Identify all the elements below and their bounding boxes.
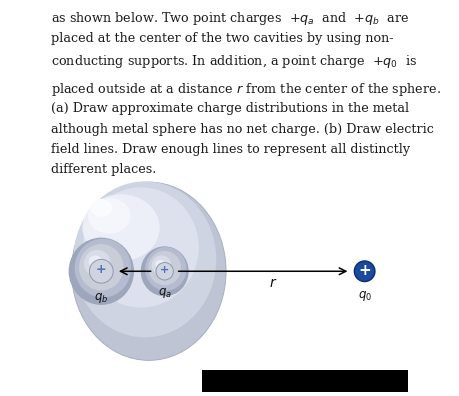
Text: different places.: different places. <box>51 163 156 176</box>
Text: +: + <box>96 263 106 276</box>
Text: $r$: $r$ <box>269 276 277 290</box>
Ellipse shape <box>89 255 102 267</box>
Text: (a) Draw approximate charge distributions in the metal: (a) Draw approximate charge distribution… <box>51 102 408 115</box>
Ellipse shape <box>151 255 171 275</box>
Text: +: + <box>160 265 169 275</box>
Text: although metal sphere has no net charge. (b) Draw electric: although metal sphere has no net charge.… <box>51 123 433 136</box>
Ellipse shape <box>68 238 134 305</box>
Text: +: + <box>358 263 370 278</box>
Ellipse shape <box>72 182 225 360</box>
Circle shape <box>156 263 173 280</box>
Text: $q_a$: $q_a$ <box>157 286 171 300</box>
Ellipse shape <box>82 194 159 261</box>
Text: placed at the center of the two cavities by using non-: placed at the center of the two cavities… <box>51 32 392 45</box>
Text: as shown below. Two point charges  $+q_a$  and  $+q_b$  are: as shown below. Two point charges $+q_a$… <box>51 10 409 27</box>
Ellipse shape <box>155 260 164 268</box>
Ellipse shape <box>88 198 130 234</box>
Text: $q_0$: $q_0$ <box>357 289 371 303</box>
Ellipse shape <box>148 251 180 285</box>
Ellipse shape <box>73 181 216 337</box>
Circle shape <box>353 261 374 282</box>
Bar <box>202 370 407 392</box>
Text: field lines. Draw enough lines to represent all distinctly: field lines. Draw enough lines to repres… <box>51 143 409 156</box>
Ellipse shape <box>84 250 111 277</box>
Ellipse shape <box>140 246 188 296</box>
Ellipse shape <box>145 247 186 291</box>
Ellipse shape <box>79 244 123 291</box>
Ellipse shape <box>83 187 198 308</box>
Ellipse shape <box>90 199 112 217</box>
Circle shape <box>89 259 113 283</box>
Text: conducting supports. In addition, a point charge  $+q_0$  is: conducting supports. In addition, a poin… <box>51 53 416 70</box>
Text: $q_b$: $q_b$ <box>94 291 108 305</box>
Text: placed outside at a distance $r$ from the center of the sphere.: placed outside at a distance $r$ from th… <box>51 81 440 98</box>
Ellipse shape <box>74 239 131 297</box>
